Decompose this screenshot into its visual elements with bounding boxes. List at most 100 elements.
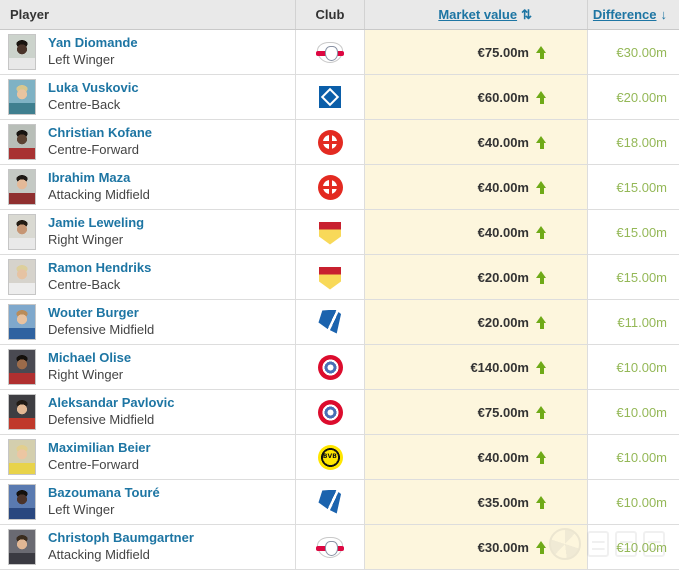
player-info: Luka Vuskovic Centre-Back — [48, 80, 139, 113]
player-info: Wouter Burger Defensive Midfield — [48, 305, 154, 338]
difference-value: €10.00m — [616, 359, 667, 375]
market-value: €20.00m — [477, 269, 529, 285]
tsg-hoffenheim-crest-icon[interactable] — [318, 489, 342, 514]
player-photo[interactable] — [8, 214, 36, 250]
player-header-label: Player — [10, 7, 50, 22]
player-cell: Luka Vuskovic Centre-Back — [0, 75, 295, 119]
market-value-cell: €30.00m — [365, 525, 588, 569]
table-body: Yan Diomande Left Winger €75.00m €30.00m… — [0, 30, 679, 570]
player-cell: Ramon Hendriks Centre-Back — [0, 255, 295, 299]
player-position: Attacking Midfield — [48, 187, 150, 202]
player-name-link[interactable]: Maximilian Beier — [48, 440, 151, 456]
vfb-stuttgart-crest-icon[interactable] — [319, 219, 341, 245]
player-name-link[interactable]: Bazoumana Touré — [48, 485, 160, 501]
vfb-stuttgart-crest-icon[interactable] — [319, 264, 341, 290]
player-photo[interactable] — [8, 79, 36, 115]
difference-value: €10.00m — [616, 449, 667, 465]
difference-value: €15.00m — [616, 179, 667, 195]
player-name-link[interactable]: Christoph Baumgartner — [48, 530, 194, 546]
player-photo[interactable] — [8, 304, 36, 340]
market-value-cell: €40.00m — [365, 165, 588, 209]
increase-arrow-icon — [536, 315, 547, 329]
column-header-club: Club — [295, 0, 365, 29]
player-name-link[interactable]: Christian Kofane — [48, 125, 153, 141]
market-value: €40.00m — [477, 134, 529, 150]
difference-value: €18.00m — [616, 134, 667, 150]
market-value: €20.00m — [477, 314, 529, 330]
rb-leipzig-crest-icon[interactable] — [316, 536, 344, 558]
player-cell: Bazoumana Touré Left Winger — [0, 480, 295, 524]
difference-value: €10.00m — [616, 539, 667, 555]
difference-sort-link[interactable]: Difference — [592, 7, 657, 22]
player-info: Ramon Hendriks Centre-Back — [48, 260, 152, 293]
player-cell: Ibrahim Maza Attacking Midfield — [0, 165, 295, 209]
bayer-leverkusen-crest-icon[interactable] — [317, 129, 343, 155]
player-cell: Wouter Burger Defensive Midfield — [0, 300, 295, 344]
hamburger-sv-crest-icon[interactable] — [319, 86, 341, 108]
player-photo[interactable] — [8, 34, 36, 70]
sort-both-icon[interactable]: ⇅ — [521, 6, 532, 22]
player-position: Centre-Forward — [48, 142, 140, 157]
player-info: Christian Kofane Centre-Forward — [48, 125, 153, 158]
market-value-sort-link[interactable]: Market value — [438, 7, 518, 22]
player-name-link[interactable]: Aleksandar Pavlovic — [48, 395, 175, 411]
player-name-link[interactable]: Yan Diomande — [48, 35, 138, 51]
bayern-munich-crest-icon[interactable] — [317, 354, 343, 380]
player-photo[interactable] — [8, 529, 36, 565]
difference-cell: €11.00m — [588, 300, 679, 344]
borussia-dortmund-crest-icon[interactable] — [317, 444, 343, 470]
club-cell — [295, 435, 365, 479]
club-cell — [295, 390, 365, 434]
market-value: €75.00m — [477, 44, 529, 60]
player-photo[interactable] — [8, 124, 36, 160]
table-row: Jamie Leweling Right Winger €40.00m €15.… — [0, 210, 679, 255]
player-photo[interactable] — [8, 259, 36, 295]
player-name-link[interactable]: Wouter Burger — [48, 305, 139, 321]
player-name-link[interactable]: Ramon Hendriks — [48, 260, 152, 276]
sort-descending-icon[interactable]: ↓ — [660, 7, 668, 22]
club-cell — [295, 480, 365, 524]
table-row: Christoph Baumgartner Attacking Midfield… — [0, 525, 679, 570]
market-value-cell: €20.00m — [365, 255, 588, 299]
player-cell: Aleksandar Pavlovic Defensive Midfield — [0, 390, 295, 434]
difference-cell: €15.00m — [588, 255, 679, 299]
player-name-link[interactable]: Michael Olise — [48, 350, 132, 366]
player-position: Centre-Forward — [48, 457, 140, 472]
club-cell — [295, 300, 365, 344]
difference-cell: €15.00m — [588, 165, 679, 209]
club-cell — [295, 165, 365, 209]
bayer-leverkusen-crest-icon[interactable] — [317, 174, 343, 200]
player-photo[interactable] — [8, 484, 36, 520]
difference-cell: €10.00m — [588, 390, 679, 434]
player-position: Right Winger — [48, 232, 124, 247]
column-header-player: Player — [0, 0, 295, 29]
difference-value: €11.00m — [617, 314, 667, 330]
player-cell: Michael Olise Right Winger — [0, 345, 295, 389]
player-photo[interactable] — [8, 439, 36, 475]
table-row: Yan Diomande Left Winger €75.00m €30.00m — [0, 30, 679, 75]
player-name-link[interactable]: Jamie Leweling — [48, 215, 145, 231]
player-position: Centre-Back — [48, 277, 121, 292]
rb-leipzig-crest-icon[interactable] — [316, 41, 344, 63]
player-photo[interactable] — [8, 349, 36, 385]
club-cell — [295, 75, 365, 119]
increase-arrow-icon — [536, 180, 547, 194]
player-cell: Christian Kofane Centre-Forward — [0, 120, 295, 164]
player-name-link[interactable]: Ibrahim Maza — [48, 170, 131, 186]
player-name-link[interactable]: Luka Vuskovic — [48, 80, 139, 96]
player-photo[interactable] — [8, 169, 36, 205]
tsg-hoffenheim-crest-icon[interactable] — [318, 309, 342, 334]
bayern-munich-crest-icon[interactable] — [317, 399, 343, 425]
market-value: €75.00m — [477, 404, 529, 420]
market-value-cell: €40.00m — [365, 210, 588, 254]
club-cell — [295, 30, 365, 74]
difference-cell: €10.00m — [588, 345, 679, 389]
market-value-cell: €60.00m — [365, 75, 588, 119]
player-photo[interactable] — [8, 394, 36, 430]
difference-cell: €18.00m — [588, 120, 679, 164]
player-cell: Yan Diomande Left Winger — [0, 30, 295, 74]
difference-cell: €10.00m — [588, 480, 679, 524]
table-row: Aleksandar Pavlovic Defensive Midfield €… — [0, 390, 679, 435]
difference-value: €15.00m — [616, 224, 667, 240]
table-row: Christian Kofane Centre-Forward €40.00m … — [0, 120, 679, 165]
